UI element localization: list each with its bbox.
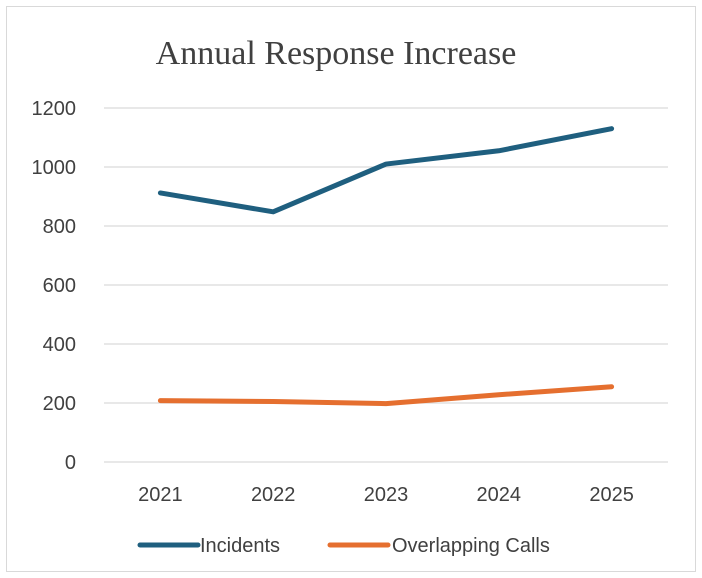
x-tick-label: 2023 [364, 484, 409, 506]
x-tick-label: 2021 [138, 484, 183, 506]
gridlines [104, 107, 668, 463]
chart-frame [6, 6, 696, 572]
chart-title: Annual Response Increase [156, 35, 517, 72]
x-tick-label: 2022 [251, 484, 296, 506]
y-tick-label: 200 [43, 393, 76, 415]
series-line-1 [157, 384, 615, 407]
legend-label: Overlapping Calls [392, 535, 550, 557]
x-axis-ticks: 2021 2022 2023 2024 2025 [138, 484, 634, 506]
y-tick-label: 1200 [32, 98, 77, 120]
y-tick-label: 800 [43, 216, 76, 238]
series-line-0 [157, 126, 615, 215]
y-tick-label: 600 [43, 275, 76, 297]
y-axis-ticks: 0 200 400 600 800 1000 1200 [32, 98, 77, 474]
legend-label: Incidents [200, 535, 280, 557]
y-tick-label: 1000 [32, 157, 77, 179]
x-tick-label: 2024 [477, 484, 522, 506]
series-lines [157, 126, 615, 407]
y-tick-label: 0 [65, 452, 76, 474]
x-tick-label: 2025 [589, 484, 634, 506]
legend: Incidents Overlapping Calls [137, 535, 550, 557]
y-tick-label: 400 [43, 334, 76, 356]
